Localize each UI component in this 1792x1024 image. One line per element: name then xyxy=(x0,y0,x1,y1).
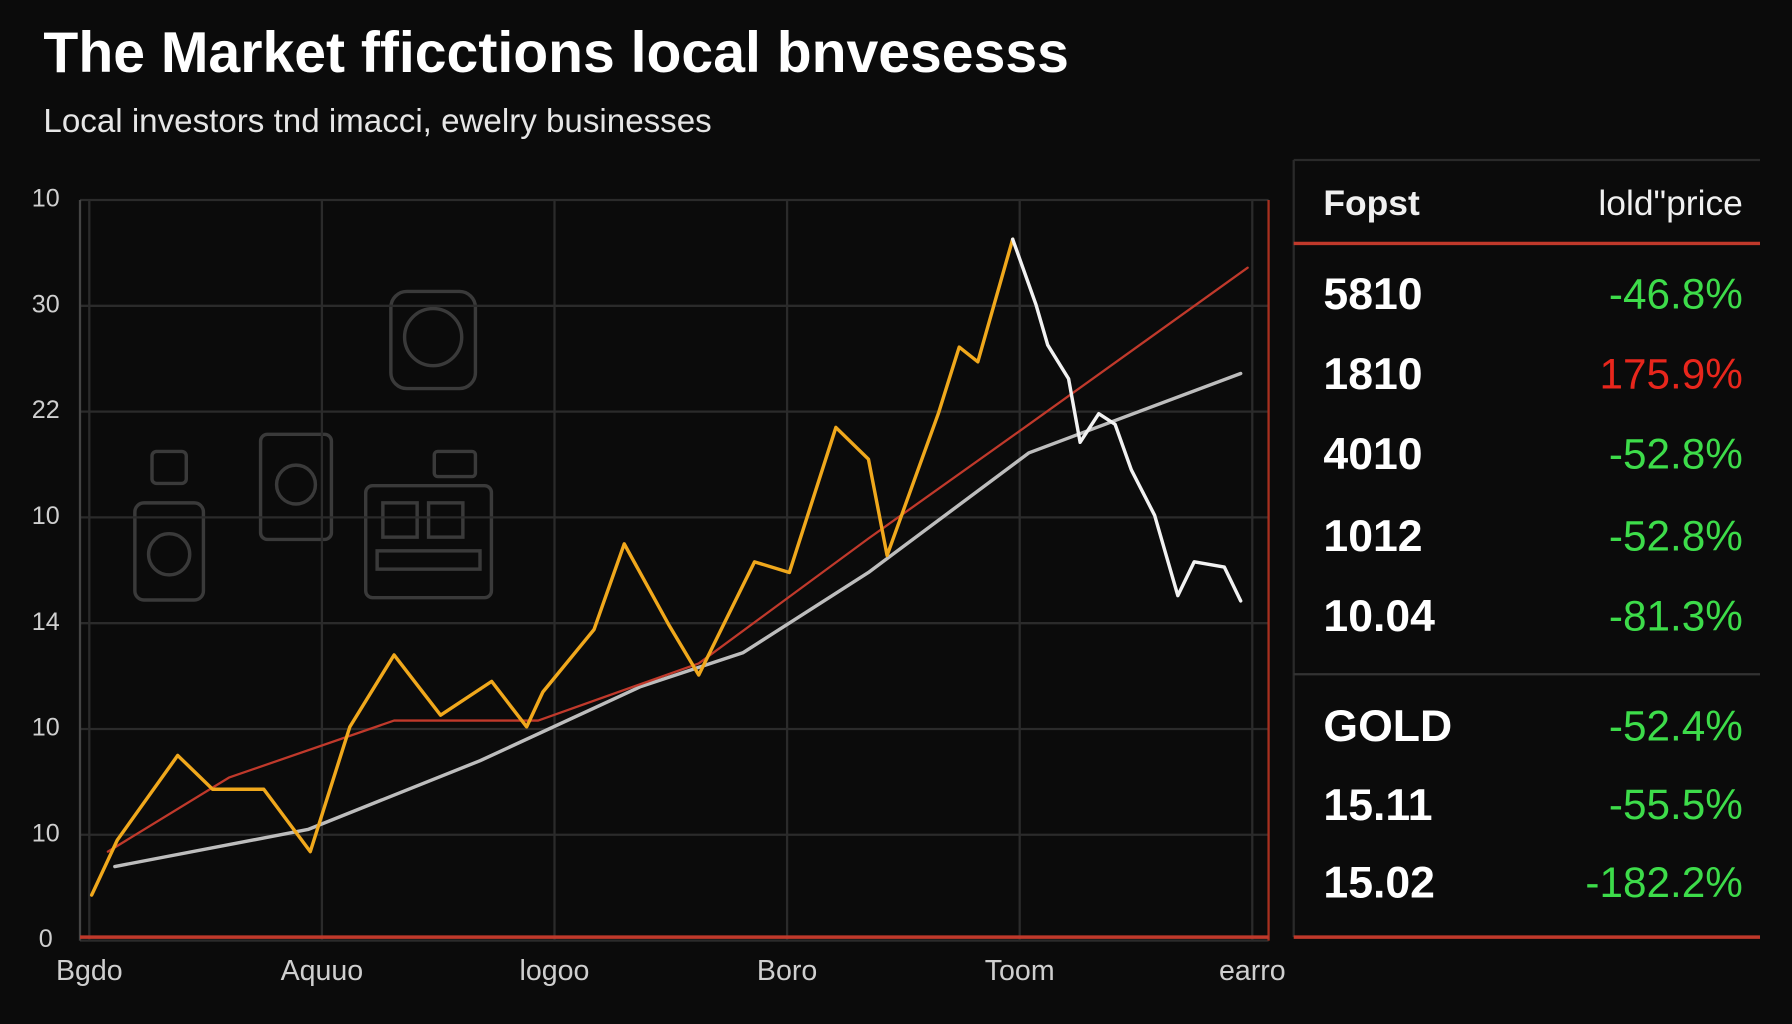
plot-area xyxy=(80,198,1269,942)
x-tick-label: earro xyxy=(1219,955,1286,987)
y-tick-label: 14 xyxy=(32,608,60,636)
table-header: Fopst xyxy=(1323,183,1420,223)
series-line xyxy=(1010,237,1243,603)
x-tick-label: logoo xyxy=(520,955,590,987)
y-tick-label: 10 xyxy=(32,502,60,530)
y-tick-label: 22 xyxy=(32,396,60,424)
y-tick-label: 10 xyxy=(32,819,60,847)
table-change: -52.4% xyxy=(1609,702,1743,749)
table-label: 4010 xyxy=(1323,430,1422,479)
series-line xyxy=(89,237,1015,897)
series-line xyxy=(113,371,1243,869)
table-header: lold"price xyxy=(1598,183,1742,223)
x-tick-label: Boro xyxy=(757,955,817,987)
table-change: -52.8% xyxy=(1609,430,1743,477)
table-change: -81.3% xyxy=(1609,593,1743,640)
table-label: 5810 xyxy=(1323,270,1422,319)
y-tick-label: 0 xyxy=(39,925,53,953)
y-tick-label: 30 xyxy=(32,290,60,318)
table-label: GOLD xyxy=(1323,702,1452,751)
chart-subtitle: Local investors tnd imacci, ewelry busin… xyxy=(43,103,711,140)
table-change: 175.9% xyxy=(1599,350,1742,397)
y-tick-label: 10 xyxy=(32,185,60,213)
table-label: 1012 xyxy=(1323,512,1422,561)
x-tick-label: Aquuo xyxy=(281,955,364,987)
background-icons xyxy=(133,289,494,602)
table-label: 1810 xyxy=(1323,350,1422,399)
table-change: -55.5% xyxy=(1609,781,1743,828)
table-label: 10.04 xyxy=(1323,592,1435,641)
y-tick-label: 10 xyxy=(32,714,60,742)
table-change: -52.8% xyxy=(1609,513,1743,560)
table-label: 15.02 xyxy=(1323,858,1435,907)
table-change: -46.8% xyxy=(1609,270,1743,317)
table: Fopst lold"price xyxy=(1292,158,1760,939)
table-change: -182.2% xyxy=(1585,859,1742,906)
x-tick-label: Bgdo xyxy=(56,955,123,987)
chart-title: The Market fficctions local bnvesesss xyxy=(43,21,1068,85)
x-tick-label: Toom xyxy=(985,955,1055,987)
table-label: 15.11 xyxy=(1323,781,1432,830)
series-line xyxy=(106,266,1249,853)
